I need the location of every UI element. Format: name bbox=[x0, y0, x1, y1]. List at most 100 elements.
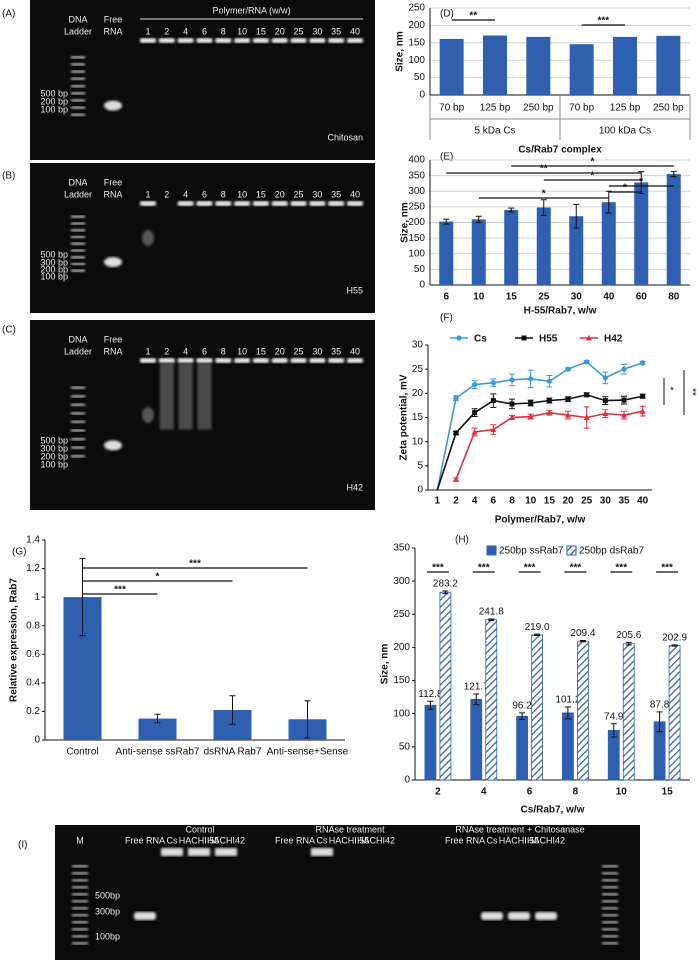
x-tick-label: 6 bbox=[527, 787, 533, 798]
error-bar bbox=[671, 644, 678, 647]
well-band bbox=[347, 201, 363, 206]
group-title: Control bbox=[185, 824, 214, 834]
significance-label: ** bbox=[686, 388, 697, 396]
well-band bbox=[309, 38, 326, 43]
ladder-band bbox=[602, 886, 618, 889]
ladder-mark: 500 bp bbox=[40, 249, 68, 259]
bar bbox=[439, 38, 464, 95]
lane-label: 30 bbox=[312, 346, 322, 356]
smear bbox=[197, 363, 212, 430]
chart-title: Cs/Rab7 complex bbox=[518, 145, 602, 156]
ladder-band bbox=[72, 900, 88, 903]
y-tick-label: 100 bbox=[408, 55, 425, 66]
point bbox=[640, 393, 646, 399]
x-axis-label: Cs/Rab7, w/w bbox=[521, 805, 585, 816]
y-tick-label: 150 bbox=[408, 233, 425, 244]
ladder-band bbox=[602, 879, 618, 882]
y-axis-label: Size, nm bbox=[400, 202, 411, 243]
ladder-band bbox=[72, 886, 88, 889]
point bbox=[527, 413, 534, 420]
bar bbox=[138, 718, 177, 740]
point bbox=[602, 410, 609, 417]
lane-label: 35 bbox=[331, 189, 341, 199]
x-tick-label: 60 bbox=[636, 292, 648, 303]
lane-label: Free RNA bbox=[275, 835, 315, 845]
rna-band bbox=[535, 912, 557, 920]
panel-label: (B) bbox=[2, 171, 15, 182]
ladder-band bbox=[71, 70, 85, 73]
rna-band bbox=[134, 912, 156, 920]
point bbox=[602, 375, 608, 381]
point bbox=[471, 429, 478, 435]
x-tick-label: 70 bp bbox=[439, 103, 464, 114]
group-title: RNAse treatment bbox=[315, 824, 385, 834]
ladder-band bbox=[71, 235, 85, 239]
ladder-band bbox=[71, 229, 85, 232]
ladder-label: DNA bbox=[68, 177, 87, 187]
bar bbox=[526, 36, 551, 95]
lane-label: 15 bbox=[256, 189, 266, 199]
value-label: 96.2 bbox=[512, 701, 532, 712]
x-axis-label: H-55/Rab7, w/w bbox=[524, 306, 597, 317]
gel-name: H42 bbox=[346, 482, 363, 492]
lane-label: 40 bbox=[350, 26, 360, 36]
well-band bbox=[215, 38, 232, 43]
ladder-band bbox=[602, 935, 618, 938]
ladder-band bbox=[72, 872, 88, 875]
lane-label: 30 bbox=[312, 189, 322, 199]
panel-label: (E) bbox=[440, 152, 453, 163]
ladder-band bbox=[71, 429, 85, 432]
y-tick-label: 200 bbox=[393, 642, 410, 653]
well-band bbox=[140, 38, 156, 43]
significance-label: ** bbox=[540, 164, 548, 175]
ladder-band bbox=[71, 420, 85, 424]
ladder-band bbox=[602, 893, 618, 896]
ladder-band bbox=[71, 412, 85, 415]
ladder-band bbox=[602, 900, 618, 903]
gel-name: H55 bbox=[346, 285, 363, 295]
ladder-band bbox=[71, 222, 85, 225]
rna-band bbox=[481, 912, 503, 920]
y-axis-label: Size, nm bbox=[395, 31, 406, 72]
series-line bbox=[455, 410, 643, 480]
well-band bbox=[347, 358, 363, 363]
lane-label: Free RNA bbox=[445, 835, 485, 845]
x-axis-label: Polymer/Rab7, w/w bbox=[495, 515, 586, 526]
ladder-band bbox=[72, 921, 88, 924]
ladder-mark: 300bp bbox=[95, 906, 120, 916]
error-bar bbox=[304, 700, 311, 739]
point bbox=[453, 476, 459, 482]
significance-label: ** bbox=[469, 11, 477, 22]
lane-label: 35 bbox=[331, 26, 341, 36]
ladder-band bbox=[71, 262, 85, 266]
lane-label: 35 bbox=[331, 346, 341, 356]
ladder-mark: 200 bp bbox=[40, 264, 68, 274]
error-bar bbox=[79, 558, 86, 637]
lane-label: 40 bbox=[350, 189, 360, 199]
y-tick-label: 0 bbox=[419, 90, 425, 101]
point bbox=[621, 397, 627, 403]
lane-label: 8 bbox=[221, 189, 226, 199]
ladder-band bbox=[71, 386, 85, 389]
error-bar bbox=[443, 218, 450, 225]
well-band bbox=[188, 848, 210, 856]
well-band bbox=[215, 848, 237, 856]
point bbox=[586, 335, 592, 341]
free-rna-label: RNA bbox=[103, 189, 122, 199]
point bbox=[639, 408, 646, 414]
value-label: 112.8 bbox=[418, 689, 443, 700]
bar bbox=[668, 645, 681, 781]
point bbox=[509, 414, 515, 420]
ladder-band bbox=[72, 935, 88, 938]
lane-label: 8 bbox=[221, 26, 226, 36]
significance-label: * bbox=[542, 189, 546, 200]
value-label: 283.2 bbox=[433, 579, 458, 590]
y-tick-label: 200 bbox=[408, 20, 425, 31]
ladder-mark: 500 bp bbox=[40, 88, 68, 98]
significance-label: *** bbox=[114, 585, 126, 596]
y-tick-label: 250 bbox=[393, 609, 410, 620]
significance-label: *** bbox=[615, 563, 627, 574]
y-tick-label: 15 bbox=[412, 412, 424, 423]
x-tick-label: 80 bbox=[668, 292, 680, 303]
x-tick-label: 8 bbox=[509, 496, 515, 507]
